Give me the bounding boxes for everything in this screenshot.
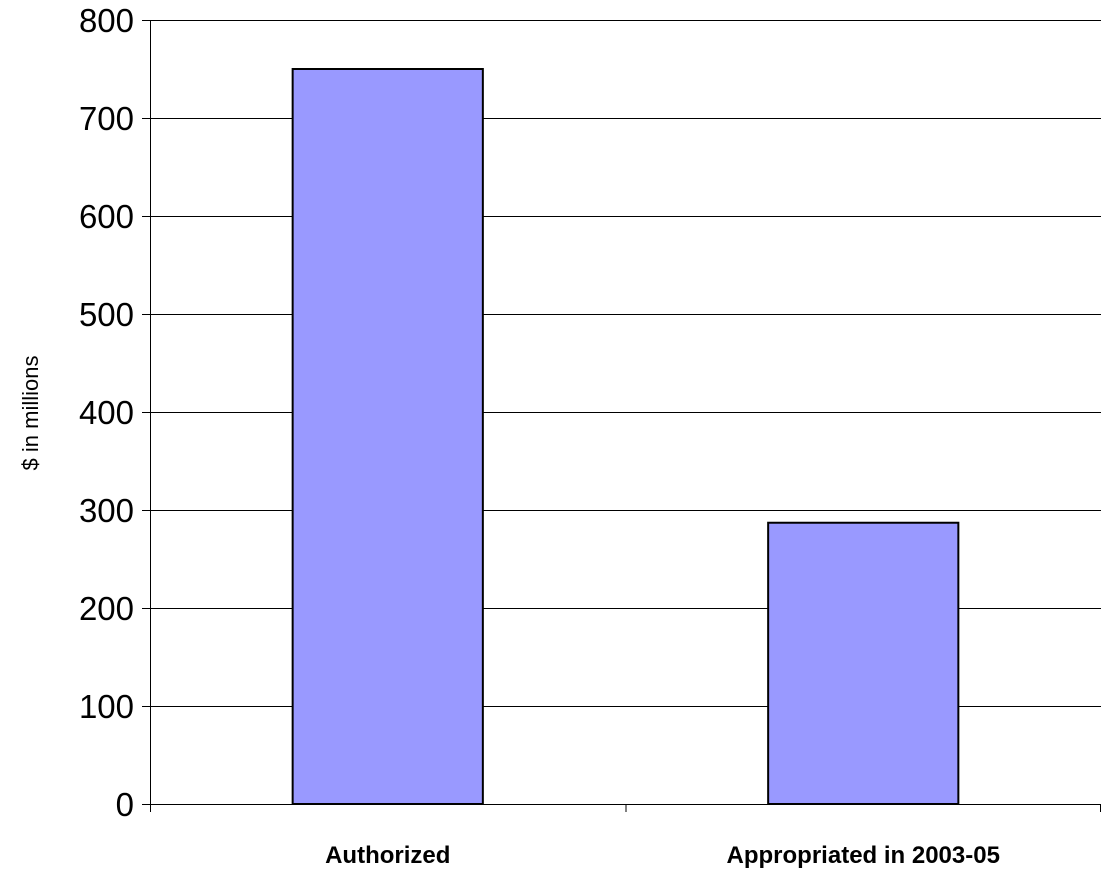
y-axis-title: $ in millions [18,356,43,471]
bars [291,68,960,805]
y-tick-label: 500 [79,296,134,333]
y-tick-labels: 0 100 200 300 400 500 600 700 800 [79,2,134,823]
axes [142,20,1101,812]
y-tick-label: 800 [79,2,134,39]
y-tick-label: 200 [79,590,134,627]
bar-authorized [291,68,484,805]
y-tick-label: 300 [79,492,134,529]
x-category-label: Authorized [325,842,450,869]
y-tick-label: 400 [79,394,134,431]
y-tick-label: 0 [116,786,134,823]
y-tick-label: 600 [79,198,134,235]
bar-appropriated-in-2003-05 [767,521,960,805]
x-tick-labels: Authorized Appropriated in 2003-05 [325,842,1000,869]
y-tick-label: 100 [79,688,134,725]
x-category-label: Appropriated in 2003-05 [727,842,1000,869]
y-tick-label: 700 [79,100,134,137]
